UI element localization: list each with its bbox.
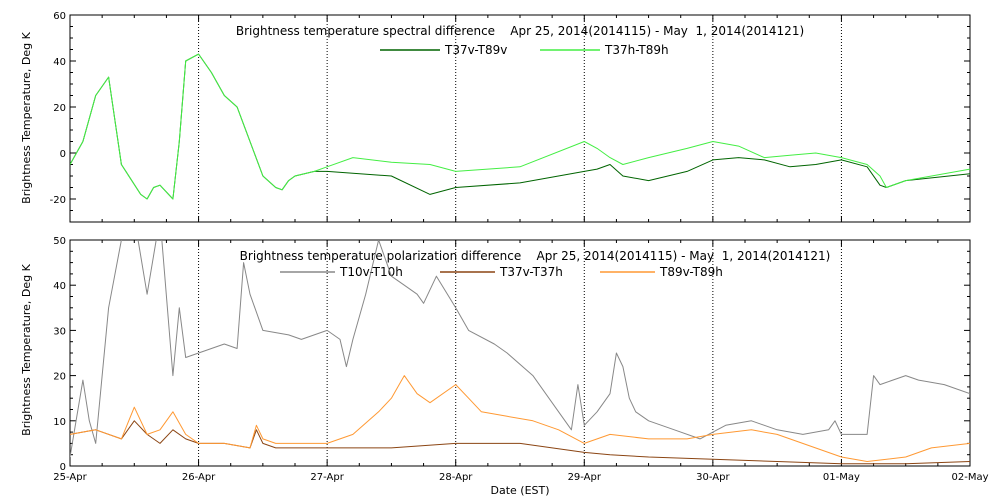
bottom-xtick-label-6: 01-May	[823, 472, 860, 483]
bottom-ytick-label-4: 40	[53, 281, 66, 292]
bottom-xtick-label-5: 30-Apr	[696, 472, 730, 483]
top-y-axis-title: Brightness Temperature, Deg K	[20, 31, 33, 203]
bottom-ytick-label-3: 30	[53, 326, 66, 337]
top-ytick-label-4: 60	[53, 11, 66, 22]
bottom-xtick-label-7: 02-May	[951, 472, 988, 483]
bottom-ytick-label-1: 10	[53, 417, 66, 428]
top-ytick-label-0: -20	[50, 195, 66, 206]
series-line-t37h-t89h	[70, 53, 970, 200]
panel-top: Brightness temperature spectral differen…	[20, 11, 971, 223]
bottom-ytick-label-2: 20	[53, 372, 66, 383]
bottom-xtick-label-2: 27-Apr	[310, 472, 344, 483]
top-plot-frame	[69, 14, 971, 223]
bottom-legend: T10v-T10h T37v-T37h T89v-T89h	[280, 265, 723, 279]
bottom-xtick-label-4: 29-Apr	[568, 472, 602, 483]
bottom-xtick-label-3: 28-Apr	[439, 472, 473, 483]
series-line-t89v-t89h	[70, 375, 970, 462]
top-ytick-label-1: 0	[60, 149, 66, 160]
bottom-xtick-label-1: 26-Apr	[182, 472, 216, 483]
x-axis-title: Date (EST)	[490, 484, 549, 497]
legend-label-t37v-t37h: T37v-T37h	[499, 265, 563, 279]
panel-bottom: Brightness temperature polarization diff…	[20, 236, 989, 497]
bottom-ytick-label-0: 0	[60, 462, 66, 473]
legend-label-t37v-t89v: T37v-T89v	[444, 43, 507, 57]
series-line-t37v-t89v	[70, 53, 970, 200]
top-panel-title: Brightness temperature spectral differen…	[236, 24, 804, 38]
bottom-xtick-label-0: 25-Apr	[53, 472, 87, 483]
series-line-t10v-t10h	[70, 240, 970, 458]
bottom-y-axis-title: Brightness Temperature, Deg K	[20, 263, 33, 435]
top-legend: T37v-T89v T37h-T89h	[380, 43, 669, 57]
legend-label-t89v-t89h: T89v-T89h	[659, 265, 723, 279]
legend-label-t37h-t89h: T37h-T89h	[604, 43, 669, 57]
top-ytick-label-3: 40	[53, 57, 66, 68]
bottom-panel-title: Brightness temperature polarization diff…	[240, 249, 831, 263]
bottom-ytick-label-5: 50	[53, 236, 66, 247]
series-line-t37v-t37h	[70, 420, 970, 465]
top-ytick-label-2: 20	[53, 103, 66, 114]
